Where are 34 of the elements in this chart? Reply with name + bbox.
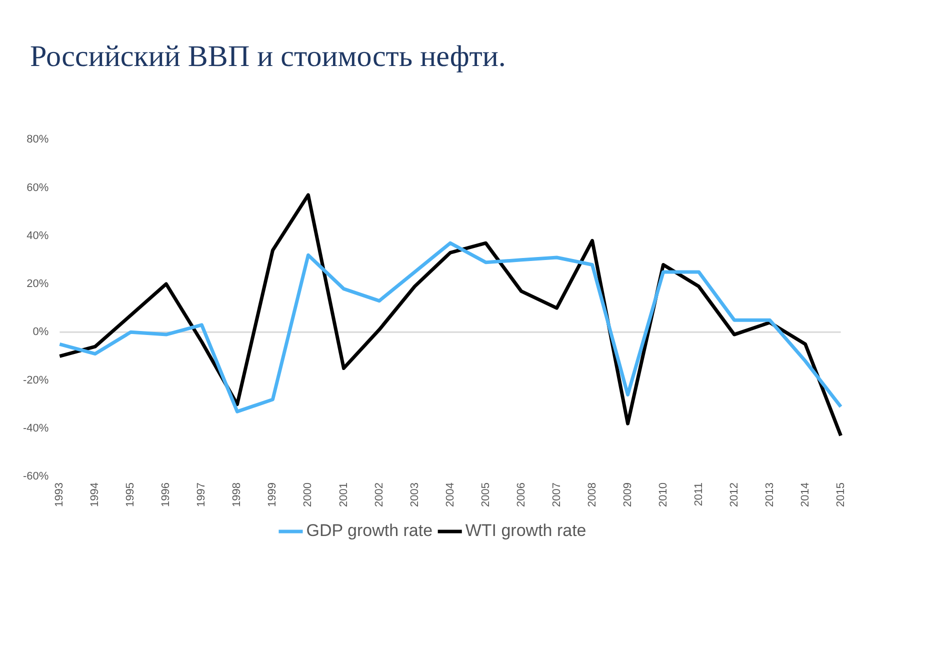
x-tick-label: 2010 [657,482,670,508]
y-tick-label: 20% [26,278,49,290]
x-tick-label: 2008 [586,482,598,508]
x-tick-label: 2009 [622,482,634,508]
x-tick-label: 2006 [515,482,528,508]
x-tick-label: 2005 [480,482,492,508]
x-tick-label: 2013 [764,482,776,508]
x-tick-label: 1995 [124,482,137,508]
x-tick-label: 1999 [266,482,279,508]
x-tick-label: 2007 [550,482,563,508]
x-tick-label: 2015 [834,482,847,508]
y-tick-label: 60% [26,182,49,194]
x-tick-label: 2002 [373,482,386,508]
chart-title: Российский ВВП и стоимость нефти. [30,40,506,74]
y-tick-label: 0% [32,326,49,338]
x-tick-label: 2012 [728,482,740,508]
x-tick-label: 1997 [196,482,208,508]
x-tick-label: 2014 [799,482,812,508]
y-tick-label: -40% [22,422,49,434]
x-tick-label: 2004 [444,482,456,508]
x-tick-label: 2011 [692,482,705,506]
x-tick-label: 1998 [231,482,244,508]
legend-label: GDP growth rate [306,521,433,540]
y-tick-label: -20% [22,374,49,386]
x-tick-label: 1996 [160,482,172,508]
x-tick-label: 1994 [89,482,102,508]
x-tick-label: 2000 [302,482,314,508]
x-tick-label: 1993 [54,482,66,508]
y-tick-label: 40% [26,230,49,242]
y-tick-label: -60% [22,470,49,483]
x-tick-label: 2001 [338,482,350,508]
legend-label: WTI growth rate [465,521,586,540]
y-tick-label: 80% [26,134,49,146]
x-tick-label: 2003 [408,482,421,508]
